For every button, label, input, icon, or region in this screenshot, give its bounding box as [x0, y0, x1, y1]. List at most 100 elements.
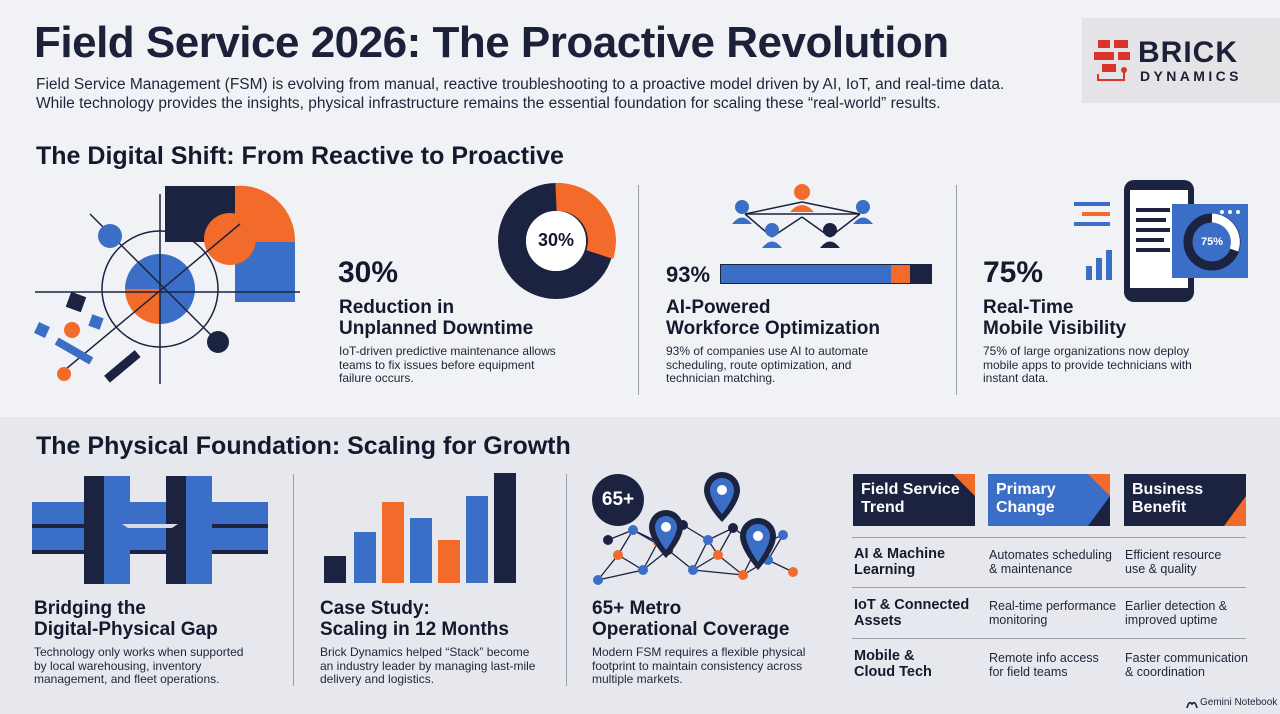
- cell-line: Faster communication: [1125, 651, 1248, 665]
- desc-line: Brick Dynamics helped “Stack” become: [320, 645, 530, 659]
- desc-line: delivery and logistics.: [320, 672, 435, 686]
- header-line: Business: [1132, 481, 1204, 498]
- divider: [956, 185, 957, 395]
- cell-line: Mobile &: [854, 648, 915, 664]
- header-line: Change: [996, 499, 1055, 516]
- cell-line: Cloud Tech: [854, 664, 932, 680]
- table-row-benefit: Earlier detection & improved uptime: [1125, 599, 1227, 627]
- cell-line: Earlier detection &: [1125, 599, 1228, 613]
- desc-line: 93% of companies use AI to automate: [666, 344, 869, 358]
- cell-line: monitoring: [989, 613, 1048, 627]
- desc-line: 75% of large organizations now deploy: [983, 344, 1190, 358]
- desc-line: technician matching.: [666, 371, 776, 385]
- stat-title-line: 65+ Metro: [592, 598, 682, 619]
- desc-line: Technology only works when supported: [34, 645, 244, 659]
- desc-line: scheduling, route optimization, and: [666, 357, 852, 372]
- desc-line: teams to fix issues before equipment: [339, 357, 535, 372]
- stat-title-line: Workforce Optimization: [666, 318, 880, 339]
- case-study-desc: Brick Dynamics helped “Stack” become an …: [320, 645, 536, 687]
- page-title: Field Service 2026: The Proactive Revolu…: [34, 18, 949, 67]
- case-study-title: Case Study: Scaling in 12 Months: [320, 598, 509, 640]
- workforce-network-icon: [732, 184, 873, 248]
- stat-title-line: Case Study:: [320, 598, 430, 619]
- intro-text: Field Service Management (FSM) is evolvi…: [36, 75, 1046, 113]
- header-line: Benefit: [1132, 499, 1187, 516]
- cell-line: Efficient resource: [1125, 548, 1222, 562]
- phone-chart-label: 75%: [1200, 236, 1224, 248]
- stat-downtime-desc: IoT-driven predictive maintenance allows…: [339, 344, 556, 386]
- coverage-desc: Modern FSM requires a flexible physical …: [592, 645, 806, 687]
- stat-title-line: Bridging the: [34, 598, 146, 619]
- stat-mobile-title: Real-Time Mobile Visibility: [983, 297, 1126, 339]
- desc-line: by local warehousing, inventory: [34, 658, 202, 673]
- growth-bar-chart: [324, 473, 516, 583]
- cell-line: improved uptime: [1125, 613, 1218, 627]
- cell-line: AI & Machine: [854, 546, 946, 562]
- intro-line-1: Field Service Management (FSM) is evolvi…: [36, 76, 1005, 93]
- table-header-change: Primary Change: [988, 474, 1110, 526]
- bridge-title: Bridging the Digital-Physical Gap: [34, 598, 218, 640]
- desc-line: failure occurs.: [339, 371, 414, 385]
- cell-line: Remote info access: [989, 651, 1099, 665]
- row-divider: [852, 587, 1246, 588]
- desc-line: instant data.: [983, 371, 1049, 385]
- stat-mobile-desc: 75% of large organizations now deploy mo…: [983, 344, 1192, 386]
- table-header-trend: Field Service Trend: [853, 474, 975, 526]
- stat-mobile-value: 75%: [983, 256, 1044, 289]
- proactive-abstract-illustration: [34, 185, 300, 384]
- desc-line: Modern FSM requires a flexible physical: [592, 645, 806, 659]
- stat-title-line: Digital-Physical Gap: [34, 619, 218, 640]
- header-corner-accent: [1224, 496, 1246, 526]
- row-divider: [852, 537, 1246, 538]
- logo-word-dynamics: DYNAMICS: [1140, 68, 1242, 84]
- physical-section-background: [0, 417, 1280, 714]
- divider: [638, 185, 639, 395]
- cell-line: use & quality: [1125, 562, 1197, 576]
- stat-ai-value: 93%: [666, 262, 711, 287]
- bridge-gap-illustration: [32, 476, 268, 584]
- stat-downtime-value: 30%: [338, 256, 399, 289]
- circuit-brick-icon: [1094, 40, 1130, 81]
- coverage-badge: 65+: [601, 489, 635, 510]
- header-line: Trend: [861, 499, 905, 516]
- divider: [566, 474, 567, 686]
- row-divider: [852, 638, 1246, 639]
- stat-title-line: AI-Powered: [666, 297, 771, 318]
- ai-adoption-bar: [720, 264, 932, 284]
- desc-line: management, and fleet operations.: [34, 672, 220, 686]
- header-line: Field Service: [861, 481, 960, 498]
- desc-line: footprint to maintain consistency across: [592, 658, 803, 673]
- cell-line: IoT & Connected: [854, 597, 970, 613]
- coverage-title: 65+ Metro Operational Coverage: [592, 598, 789, 640]
- footer-credit: Gemini Notebook: [1200, 697, 1278, 708]
- stat-title-line: Unplanned Downtime: [339, 318, 534, 339]
- header-line: Primary: [996, 481, 1056, 498]
- header-corner-accent: [1088, 474, 1110, 526]
- desc-line: an industry leader by managing last-mile: [320, 658, 536, 673]
- logo-word-brick: BRICK: [1138, 36, 1238, 69]
- stat-downtime-title: Reduction in Unplanned Downtime: [339, 297, 533, 339]
- table-row-change: Real-time performance monitoring: [989, 599, 1116, 627]
- header-corner-accent: [953, 474, 975, 496]
- table-row-trend: AI & Machine Learning: [854, 546, 945, 578]
- brick-dynamics-logo: BRICK DYNAMICS: [1082, 18, 1280, 103]
- divider: [293, 474, 294, 686]
- table-header-benefit: Business Benefit: [1124, 474, 1246, 526]
- notebook-icon: [1186, 701, 1198, 709]
- desc-line: multiple markets.: [592, 672, 683, 686]
- cell-line: Real-time performance: [989, 599, 1117, 613]
- downtime-donut-chart: [498, 182, 616, 299]
- table-row-benefit: Faster communication & coordination: [1125, 651, 1248, 679]
- stat-ai-desc: 93% of companies use AI to automate sche…: [666, 344, 869, 386]
- table-row-trend: IoT & Connected Assets: [854, 597, 969, 629]
- cell-line: for field teams: [989, 665, 1068, 679]
- table-row-change: Automates scheduling & maintenance: [989, 548, 1112, 576]
- stat-title-line: Reduction in: [339, 297, 455, 318]
- cell-line: & maintenance: [989, 562, 1073, 576]
- table-row-change: Remote info access for field teams: [989, 651, 1099, 679]
- stat-title-line: Scaling in 12 Months: [320, 619, 509, 640]
- metro-network-map: [592, 472, 798, 585]
- cell-line: Automates scheduling: [989, 548, 1112, 562]
- stat-ai-title: AI-Powered Workforce Optimization: [666, 297, 880, 339]
- intro-line-2: While technology provides the insights, …: [36, 95, 941, 112]
